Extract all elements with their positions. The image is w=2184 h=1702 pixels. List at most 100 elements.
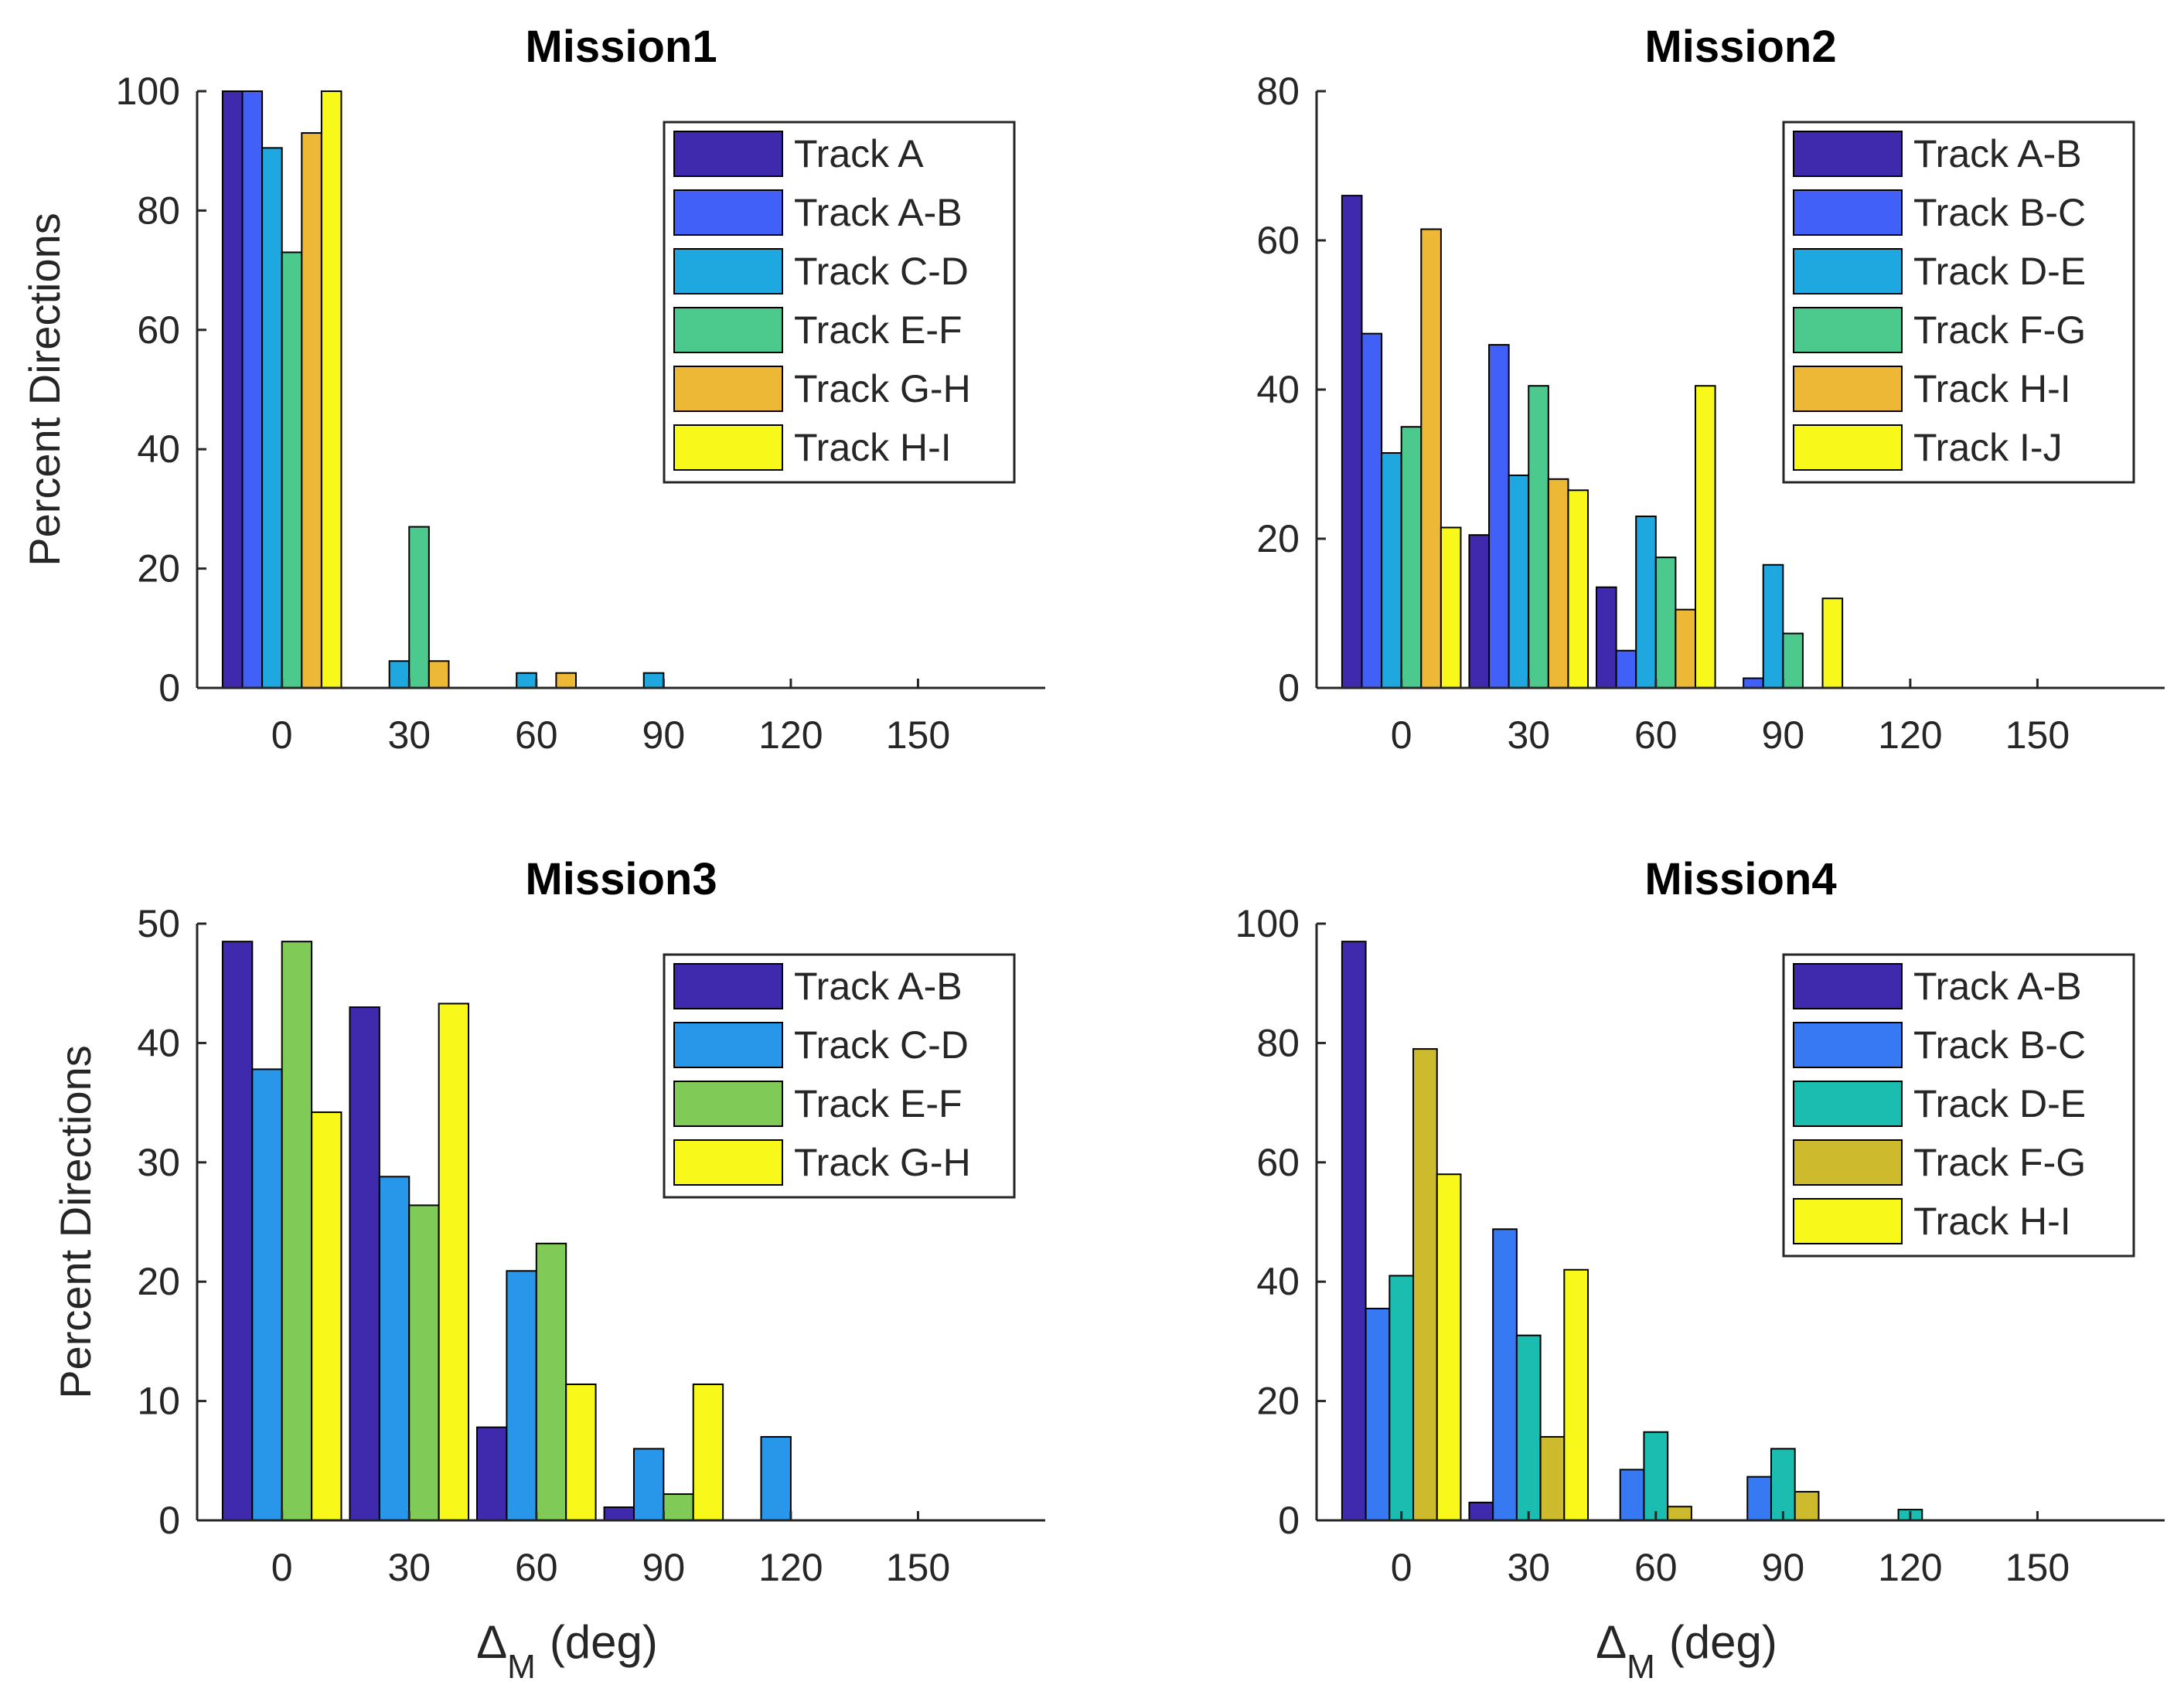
bar-2-s4-c1	[1400, 426, 1422, 689]
legend-swatch	[673, 1081, 783, 1127]
bar-2-s4-c3	[1654, 557, 1677, 689]
x-axis-label-unit: (deg)	[1669, 1616, 1777, 1668]
x-tick-label: 0	[271, 713, 293, 757]
y-tick-label: 50	[137, 902, 180, 945]
bar-2-s3-c3	[1635, 516, 1657, 689]
x-tick-label: 150	[886, 1546, 950, 1589]
legend-box	[1782, 121, 2135, 484]
x-tick-label: 30	[387, 713, 431, 757]
legend-entry: Track D-E	[1913, 250, 2086, 293]
bar-2-s1-c2	[1468, 534, 1491, 689]
bar-3-s2-c4	[632, 1448, 665, 1521]
legend-entry: Track H-I	[1913, 1200, 2071, 1243]
y-tick-label: 30	[137, 1141, 180, 1184]
bar-2-s5-c1	[1420, 228, 1442, 689]
legend-swatch	[1793, 131, 1903, 177]
x-tick-label: 90	[642, 713, 686, 757]
legend-swatch	[673, 424, 783, 471]
legend-entry: Track F-G	[1913, 1141, 2086, 1184]
y-tick-label: 60	[1256, 219, 1300, 262]
legend-entry: Track B-C	[1913, 1023, 2086, 1067]
bar-4-s2-c4	[1746, 1476, 1773, 1522]
y-tick-label: 0	[158, 1499, 180, 1542]
y-tick-label: 20	[1256, 517, 1300, 560]
x-tick-label: 60	[1634, 1546, 1678, 1589]
bar-2-s1-c3	[1596, 586, 1617, 689]
bar-2-s3-c2	[1508, 474, 1530, 689]
bar-3-s4-c4	[692, 1383, 724, 1521]
chart-panel-2: 0 20 40 60 80 0 30 60 90 120 150 Mission2 Track A-B T…	[1256, 22, 2165, 757]
bar-1-s4-c1	[281, 251, 303, 689]
legend-swatch	[1793, 1081, 1903, 1127]
bar-1-s3-c4	[642, 672, 665, 689]
x-tick-label: 0	[1391, 1546, 1412, 1589]
bar-4-s1-c2	[1468, 1501, 1494, 1521]
bar-1-s3-c3	[516, 672, 537, 689]
bar-3-s2-c5	[760, 1435, 792, 1522]
bar-1-s1-c1	[221, 90, 244, 689]
bar-4-s4-c4	[1794, 1490, 1820, 1521]
x-tick-label: 60	[515, 1546, 558, 1589]
bar-2-s6-c1	[1440, 526, 1462, 689]
bar-2-s2-c3	[1615, 649, 1637, 689]
bar-2-s4-c2	[1528, 385, 1549, 689]
legend-swatch	[1793, 1139, 1903, 1186]
y-tick-label: 40	[1256, 1260, 1300, 1303]
bar-4-s3-c2	[1515, 1334, 1542, 1522]
bar-2-s6-c2	[1567, 489, 1589, 689]
y-tick-label: 80	[1256, 70, 1300, 113]
x-axis-label-symbol: Δ	[1596, 1616, 1627, 1668]
bar-4-s4-c2	[1539, 1435, 1566, 1522]
x-axis-label: ΔM (deg)	[476, 1616, 658, 1686]
bar-1-s5-c3	[555, 672, 578, 689]
y-tick-label: 10	[137, 1380, 180, 1423]
bar-3-s3-c2	[408, 1204, 440, 1521]
legend-swatch	[673, 366, 783, 412]
x-tick-label: 0	[271, 1546, 293, 1589]
legend-swatch	[673, 307, 783, 353]
bar-1-s6-c1	[320, 90, 342, 689]
legend-swatch	[673, 189, 783, 236]
legend-swatch	[673, 963, 783, 1009]
y-tick-label: 0	[158, 666, 180, 710]
chart-panel-3: 0 10 20 30 40 50 0 30 60 90 120 150 Mission3 Percent …	[51, 854, 1045, 1686]
bar-3-s3-c3	[535, 1242, 567, 1522]
legend-swatch	[673, 1022, 783, 1068]
bar-2-s1-c1	[1341, 195, 1363, 689]
bar-2-s5-c2	[1547, 478, 1569, 689]
legend-entry: Track A-B	[1913, 965, 2082, 1008]
bar-3-s3-c4	[663, 1493, 694, 1522]
y-tick-label: 20	[137, 1260, 180, 1303]
bar-4-s3-c3	[1643, 1431, 1669, 1521]
y-tick-label: 20	[1256, 1380, 1300, 1423]
bar-4-s2-c2	[1492, 1228, 1518, 1521]
legend-entry: Track G-H	[794, 367, 971, 410]
x-tick-label: 30	[387, 1546, 431, 1589]
legend-entry: Track B-C	[1913, 191, 2086, 234]
x-tick-label: 90	[1762, 1546, 1805, 1589]
bar-3-s1-c2	[349, 1006, 380, 1521]
x-tick-label: 60	[1634, 713, 1678, 757]
bar-2-s4-c4	[1782, 632, 1804, 689]
x-tick-label: 30	[1507, 713, 1550, 757]
bar-2-s2-c2	[1488, 344, 1510, 689]
y-tick-label: 100	[1235, 902, 1300, 945]
y-tick-label: 100	[116, 70, 180, 113]
legend-entry: Track G-H	[794, 1141, 971, 1184]
bar-2-s3-c4	[1762, 563, 1784, 689]
legend-swatch	[1793, 963, 1903, 1009]
y-axis-label: Percent Directions	[51, 1045, 100, 1399]
y-tick-label: 20	[137, 547, 180, 591]
legend-box	[663, 121, 1016, 484]
legend-swatch	[673, 131, 783, 177]
chart-title: Mission3	[525, 854, 717, 904]
legend-swatch	[673, 1139, 783, 1186]
bar-2-s2-c4	[1743, 677, 1764, 689]
bar-4-s5-c1	[1436, 1173, 1462, 1521]
bar-2-s6-c3	[1694, 385, 1716, 689]
bar-4-s2-c3	[1619, 1469, 1645, 1522]
bar-3-s4-c3	[565, 1383, 597, 1521]
legend-swatch	[673, 248, 783, 294]
x-axis-label-subscript: M	[507, 1648, 536, 1686]
